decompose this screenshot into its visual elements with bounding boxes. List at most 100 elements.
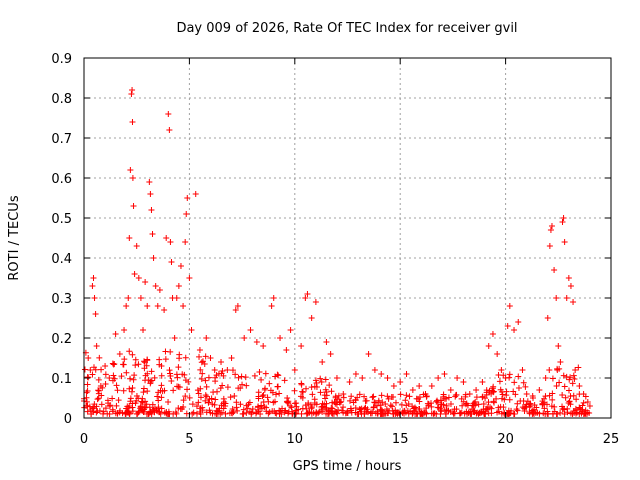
data-point xyxy=(133,243,140,249)
data-point xyxy=(218,359,225,365)
baseline-point xyxy=(148,377,155,384)
baseline-point xyxy=(313,379,320,386)
baseline-point xyxy=(405,400,412,407)
baseline-point xyxy=(409,410,416,417)
baseline-point xyxy=(91,401,98,408)
baseline-point xyxy=(323,389,330,396)
baseline-point xyxy=(526,400,533,407)
data-point xyxy=(327,351,334,357)
baseline-point xyxy=(482,395,489,402)
baseline-point xyxy=(412,404,419,411)
baseline-point xyxy=(508,407,515,414)
baseline-point xyxy=(198,359,205,366)
data-point xyxy=(506,303,513,309)
baseline-point xyxy=(423,405,430,412)
baseline-point xyxy=(209,410,216,417)
baseline-point xyxy=(139,398,146,405)
baseline-point xyxy=(361,393,368,400)
baseline-point xyxy=(84,408,91,415)
data-point xyxy=(152,283,159,289)
baseline-point xyxy=(390,410,397,417)
data-point xyxy=(106,375,113,381)
data-point xyxy=(548,223,555,229)
baseline-point xyxy=(571,375,578,382)
baseline-point xyxy=(142,372,149,379)
data-point xyxy=(203,335,210,341)
data-point xyxy=(150,255,157,261)
data-point xyxy=(171,335,178,341)
data-point xyxy=(312,299,319,305)
baseline-point xyxy=(573,396,580,403)
baseline-point xyxy=(443,395,450,402)
baseline-point xyxy=(347,397,354,404)
baseline-point xyxy=(154,408,161,415)
baseline-point xyxy=(121,356,128,363)
baseline-point xyxy=(566,387,573,394)
baseline-point xyxy=(498,395,505,402)
data-point xyxy=(260,343,267,349)
data-point xyxy=(555,343,562,349)
baseline-point xyxy=(202,377,209,384)
data-point xyxy=(167,239,174,245)
data-point xyxy=(576,383,583,389)
baseline-point xyxy=(89,405,96,412)
baseline-point xyxy=(473,394,480,401)
baseline-point xyxy=(474,409,481,416)
x-tick-label: 25 xyxy=(603,432,620,447)
baseline-point xyxy=(570,372,577,379)
baseline-point xyxy=(470,400,477,407)
baseline-point xyxy=(293,403,300,410)
data-point xyxy=(454,375,461,381)
baseline-point xyxy=(84,374,91,381)
baseline-point xyxy=(362,404,369,411)
baseline-point xyxy=(485,399,492,406)
baseline-point xyxy=(129,385,136,392)
baseline-point xyxy=(513,406,520,413)
baseline-point xyxy=(275,372,282,379)
baseline-point xyxy=(155,397,162,404)
baseline-point xyxy=(328,410,335,417)
baseline-point xyxy=(243,382,250,389)
baseline-point xyxy=(551,403,558,410)
baseline-point xyxy=(447,401,454,408)
baseline-point xyxy=(202,397,209,404)
data-point xyxy=(156,287,163,293)
baseline-point xyxy=(312,377,319,384)
baseline-point xyxy=(166,367,173,374)
data-point xyxy=(129,119,136,125)
baseline-point xyxy=(131,372,138,379)
baseline-point xyxy=(347,405,354,412)
data-point xyxy=(184,195,191,201)
data-point xyxy=(211,367,218,373)
baseline-point xyxy=(174,374,181,381)
baseline-point xyxy=(195,390,202,397)
baseline-point xyxy=(375,397,382,404)
baseline-point xyxy=(438,408,445,415)
baseline-point xyxy=(135,409,142,416)
data-point xyxy=(584,399,591,405)
baseline-point xyxy=(175,364,182,371)
x-tick-label: 10 xyxy=(287,432,304,447)
baseline-point xyxy=(409,403,416,410)
baseline-point xyxy=(357,406,364,413)
baseline-point xyxy=(545,410,552,417)
baseline-point xyxy=(135,361,142,368)
baseline-point xyxy=(127,395,134,402)
baseline-point xyxy=(361,410,368,417)
data-point xyxy=(546,243,553,249)
baseline-point xyxy=(213,372,220,379)
baseline-point xyxy=(424,400,431,407)
baseline-point xyxy=(113,382,120,389)
baseline-point xyxy=(406,393,413,400)
data-point xyxy=(168,259,175,265)
baseline-point xyxy=(84,388,91,395)
baseline-point xyxy=(163,410,170,417)
x-tick-label: 5 xyxy=(185,432,193,447)
baseline-point xyxy=(572,405,579,412)
baseline-point xyxy=(495,404,502,411)
baseline-point xyxy=(348,409,355,416)
baseline-point xyxy=(115,397,122,404)
data-point xyxy=(121,327,128,333)
data-point xyxy=(384,375,391,381)
